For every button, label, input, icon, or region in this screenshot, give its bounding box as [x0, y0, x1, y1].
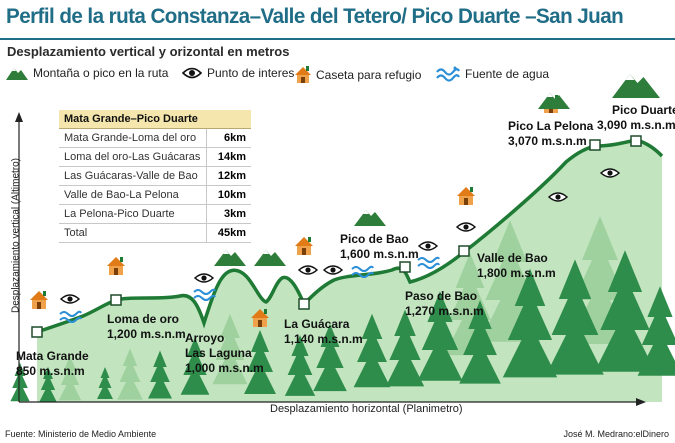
table-row: Loma del oro-Las Guácaras 14km: [59, 147, 251, 167]
table-cell-km: 6km: [206, 128, 251, 148]
eye-icon: [182, 67, 202, 79]
table-header: Mata Grande–Pico Duarte: [59, 110, 251, 129]
table-cell-segment: Total: [59, 223, 207, 243]
hut-icon: [457, 187, 475, 205]
y-axis-arrow: [15, 112, 23, 122]
legend-label-water: Fuente de agua: [465, 67, 550, 81]
label-valle-de-bao: Valle de Bao: [477, 251, 548, 265]
title-divider: [0, 38, 675, 40]
legend-item-mountain: Montaña o pico en la ruta: [6, 66, 168, 80]
table-cell-km: 45km: [206, 223, 251, 243]
table-cell-segment: Valle de Bao-La Pelona: [59, 185, 207, 205]
hut-icon: [295, 66, 311, 83]
eye-icon: [194, 273, 214, 283]
mountain-icon: [254, 250, 286, 266]
marker-mata-grande: [31, 326, 43, 338]
table-row: Mata Grande-Loma del oro 6km: [59, 128, 251, 148]
page-title: Perfil de la ruta Constanza–Valle del Te…: [6, 4, 624, 28]
eye-icon: [548, 192, 568, 202]
table-cell-km: 10km: [206, 185, 251, 205]
table-row-total: Total 45km: [59, 223, 251, 243]
water-icon: [417, 256, 440, 269]
table-row: Las Guácaras-Valle de Bao 12km: [59, 166, 251, 186]
marker-pico-de-bao: [399, 261, 411, 273]
label-paso-de-bao-alt: 1,270 m.s.n.m: [405, 304, 484, 318]
mountain-icon: [612, 74, 660, 98]
label-pico-de-bao: Pico de Bao: [340, 232, 409, 246]
legend-label-hut: Caseta para refugio: [316, 68, 422, 82]
hut-icon: [107, 257, 125, 275]
table-cell-km: 14km: [206, 147, 251, 167]
table-cell-segment: Mata Grande-Loma del oro: [59, 128, 207, 148]
x-axis-arrow: [636, 398, 646, 406]
waypoint-markers: [31, 135, 642, 338]
y-axis-label: Desplazamiento vertical (Altimetro): [10, 157, 22, 314]
label-la-guacara: La Guácara: [284, 317, 350, 331]
eye-icon: [456, 222, 476, 232]
eye-icon: [298, 265, 318, 275]
mountain-icon: [6, 68, 28, 80]
label-pico-la-pelona-alt: 3,070 m.s.n.m: [508, 134, 587, 148]
legend-item-eye: Punto de interes: [182, 66, 294, 80]
legend-label-eye: Punto de interes: [207, 66, 295, 80]
table-cell-segment: Loma del oro-Las Guácaras: [59, 147, 207, 167]
legend-item-water: Fuente de agua: [436, 66, 549, 82]
label-arroyo: Arroyo: [185, 331, 224, 345]
mountain-icon: [214, 250, 246, 266]
label-la-guacara-alt: 1,140 m.s.n.m: [284, 332, 363, 346]
label-valle-de-bao-alt: 1,800 m.s.n.m: [477, 266, 556, 280]
marker-pico-duarte: [630, 135, 642, 147]
label-loma-de-oro-alt: 1,200 m.s.n.m: [107, 327, 186, 341]
hut-icon: [295, 237, 313, 255]
mountain-icon: [354, 210, 386, 226]
table-header-row: Mata Grande–Pico Duarte: [59, 110, 251, 129]
subtitle: Desplazamiento vertical y orizontal en m…: [7, 44, 290, 59]
water-icon: [436, 66, 460, 82]
legend-item-hut: Caseta para refugio: [295, 66, 421, 84]
table-cell-segment: Las Guácaras-Valle de Bao: [59, 166, 207, 186]
eye-icon: [60, 294, 80, 304]
label-paso-de-bao: Paso de Bao: [405, 289, 477, 303]
label-arroyo-alt: 1,000 m.s.n.m: [185, 361, 264, 375]
mountain-icon: [538, 93, 570, 109]
label-pico-duarte-alt: 3,090 m.s.n.m: [597, 118, 675, 132]
table-row: La Pelona-Pico Duarte 3km: [59, 204, 251, 224]
legend-label-mountain: Montaña o pico en la ruta: [33, 66, 169, 80]
eye-icon: [418, 241, 438, 251]
hut-icon: [30, 291, 48, 309]
x-axis-label: Desplazamiento horizontal (Planimetro): [270, 403, 463, 415]
label-las-laguna: Las Laguna: [185, 346, 252, 360]
marker-pico-la-pelona: [589, 139, 601, 151]
eye-icon: [600, 168, 620, 178]
marker-loma-de-oro: [110, 294, 122, 306]
table-cell-km: 12km: [206, 166, 251, 186]
label-pico-la-pelona: Pico La Pelona: [508, 119, 594, 133]
label-mata-grande: Mata Grande: [16, 349, 89, 363]
label-pico-duarte: Pico Duarte: [612, 103, 675, 117]
source-credit: Fuente: Ministerio de Medio Ambiente: [5, 429, 157, 439]
author-credit: José M. Medrano:elDinero: [563, 429, 669, 439]
marker-la-guacara: [298, 298, 310, 310]
route-profile-line: [36, 138, 664, 334]
marker-valle-de-bao: [458, 245, 470, 257]
table-cell-segment: La Pelona-Pico Duarte: [59, 204, 207, 224]
distance-table: Mata Grande–Pico Duarte Mata Grande-Loma…: [59, 110, 251, 243]
table-row: Valle de Bao-La Pelona 10km: [59, 185, 251, 205]
legend: Montaña o pico en la ruta Punto de inter…: [6, 66, 675, 86]
table-cell-km: 3km: [206, 204, 251, 224]
label-pico-de-bao-alt: 1,600 m.s.n.m: [340, 247, 419, 261]
label-mata-grande-alt: 850 m.s.n.m: [16, 364, 85, 378]
eye-icon: [323, 265, 343, 275]
label-loma-de-oro: Loma de oro: [107, 312, 179, 326]
